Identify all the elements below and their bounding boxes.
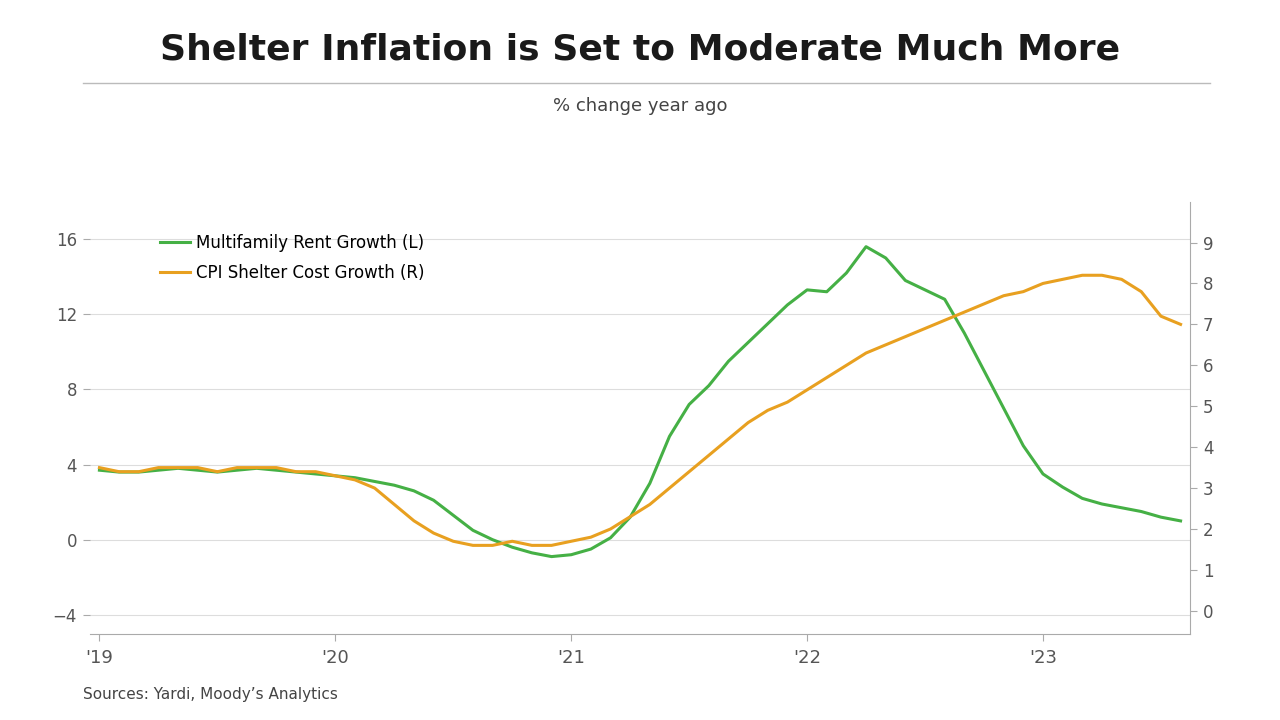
CPI Shelter Cost Growth (R)	[504, 537, 520, 546]
CPI Shelter Cost Growth (R)	[721, 435, 736, 444]
Legend: Multifamily Rent Growth (L), CPI Shelter Cost Growth (R): Multifamily Rent Growth (L), CPI Shelter…	[154, 228, 431, 288]
Multifamily Rent Growth (L)	[819, 287, 835, 296]
Multifamily Rent Growth (L)	[956, 329, 972, 338]
CPI Shelter Cost Growth (R)	[937, 316, 952, 325]
CPI Shelter Cost Growth (R)	[111, 467, 127, 476]
CPI Shelter Cost Growth (R)	[92, 463, 108, 472]
Multifamily Rent Growth (L)	[859, 243, 874, 251]
Multifamily Rent Growth (L)	[111, 468, 127, 477]
CPI Shelter Cost Growth (R)	[1172, 320, 1188, 329]
Multifamily Rent Growth (L)	[780, 300, 795, 309]
Multifamily Rent Growth (L)	[1172, 516, 1188, 525]
CPI Shelter Cost Growth (R)	[465, 541, 480, 549]
Multifamily Rent Growth (L)	[544, 552, 559, 561]
CPI Shelter Cost Growth (R)	[1075, 271, 1091, 279]
Text: % change year ago: % change year ago	[553, 97, 727, 115]
Multifamily Rent Growth (L)	[92, 466, 108, 474]
CPI Shelter Cost Growth (R)	[819, 373, 835, 382]
Text: Shelter Inflation is Set to Moderate Much More: Shelter Inflation is Set to Moderate Muc…	[160, 32, 1120, 66]
Line: CPI Shelter Cost Growth (R): CPI Shelter Cost Growth (R)	[100, 275, 1180, 545]
CPI Shelter Cost Growth (R)	[780, 398, 795, 407]
Line: Multifamily Rent Growth (L): Multifamily Rent Growth (L)	[100, 247, 1180, 557]
Text: Sources: Yardi, Moody’s Analytics: Sources: Yardi, Moody’s Analytics	[83, 687, 338, 702]
Multifamily Rent Growth (L)	[485, 536, 500, 544]
Multifamily Rent Growth (L)	[721, 357, 736, 366]
